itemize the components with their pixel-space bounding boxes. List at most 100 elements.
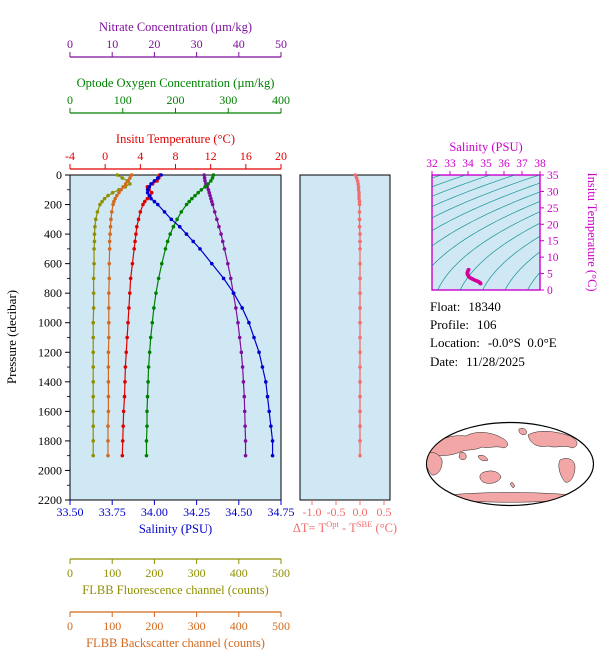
pressure-axis: 0 200 400 600 800 1000 1200 1400 1600 1800 2000 220… [4,168,70,507]
svg-text:Insitu Temperature (°C): Insitu Temperature (°C) [116,132,235,146]
svg-text:20: 20 [148,37,160,51]
svg-text:34.75: 34.75 [268,505,295,519]
svg-text:100: 100 [103,619,121,633]
svg-text:32: 32 [426,158,438,170]
svg-text:400: 400 [44,227,62,241]
svg-text:20: 20 [275,149,287,163]
float-id-line: Float: 18340 [430,298,557,316]
delta-t-title-text: ΔT= T [292,521,327,536]
location-value: -0.0°S 0.0°E [487,335,557,351]
svg-text:34.25: 34.25 [183,505,210,519]
map-antarctica [433,492,587,503]
svg-text:-4: -4 [65,149,75,163]
svg-text:36: 36 [498,158,510,170]
location-line: Location: -0.0°S 0.0°E [430,334,557,352]
svg-text:0: 0 [67,37,73,51]
svg-text:35: 35 [547,170,559,182]
svg-text:12: 12 [205,149,217,163]
map-north-america [527,431,578,449]
svg-text:4: 4 [137,149,143,163]
profile-number-label: Profile: [430,317,469,333]
svg-text:2200: 2200 [38,493,62,507]
svg-text:34.50: 34.50 [225,505,252,519]
svg-text:35: 35 [480,158,492,170]
map-africa [427,452,443,476]
svg-text:Insitu Temperature (°C): Insitu Temperature (°C) [585,172,599,291]
svg-text:1200: 1200 [38,345,62,359]
date-label: Date: [430,353,459,369]
svg-text:34.00: 34.00 [141,505,168,519]
svg-text:40: 40 [233,37,245,51]
ts-profile-data [465,267,483,286]
svg-text:1000: 1000 [38,316,62,330]
svg-text:-1.0: -1.0 [303,505,322,519]
float-info-block: Float: 18340 Profile: 106 Location: -0.0°S … [430,298,557,371]
svg-text:Nitrate Concentration (µm/kg): Nitrate Concentration (µm/kg) [99,20,252,34]
svg-text:800: 800 [44,286,62,300]
svg-text:15: 15 [547,236,559,248]
svg-text:Salinity (PSU): Salinity (PSU) [139,522,212,536]
svg-text:400: 400 [230,619,248,633]
ts-isopycnal-contours [432,175,540,290]
svg-text:400: 400 [230,566,248,580]
world-map [425,421,595,507]
svg-text:0: 0 [102,149,108,163]
map-new-zealand [509,481,516,489]
svg-text:200: 200 [145,619,163,633]
map-landmasses [427,428,587,503]
svg-text:10: 10 [547,252,559,264]
ts-diagram: 32 33 34 35 36 37 38 Salinity (PSU) 0 5 10 15 20 25 30… [426,140,599,297]
svg-text:500: 500 [272,619,290,633]
svg-text:5: 5 [547,269,553,281]
backscatter-axis: 0 100 200 300 400 500 FLBB Backscatter channel… [67,611,290,650]
map-southeast-asia [477,454,489,462]
svg-text:200: 200 [167,93,185,107]
svg-text:0: 0 [547,285,553,297]
svg-text:1800: 1800 [38,434,62,448]
svg-text:20: 20 [547,219,559,231]
svg-text:400: 400 [272,93,290,107]
svg-text:30: 30 [191,37,203,51]
svg-text:-0.5: -0.5 [327,505,346,519]
svg-text:300: 300 [188,619,206,633]
oxygen-axis: 0 100 200 300 400 Optode Oxygen Concentration… [67,76,290,114]
svg-text:100: 100 [103,566,121,580]
delta-t-title-text: - T [338,521,357,536]
map-greenland [518,428,527,435]
profile-curves [91,173,275,458]
map-south-america [558,458,576,483]
svg-text:0: 0 [56,168,62,182]
svg-text:16: 16 [240,149,252,163]
svg-text:0: 0 [67,93,73,107]
plot-backgrounds [69,174,391,501]
svg-text:0: 0 [67,619,73,633]
date-value: 11/28/2025 [466,353,525,369]
delta-t-title-sup-opt: Opt [326,519,339,529]
date-line: Date: 11/28/2025 [430,353,557,371]
svg-text:600: 600 [44,257,62,271]
location-label: Location: [430,335,480,351]
profile-number-line: Profile: 106 [430,316,557,334]
svg-text:33: 33 [444,158,456,170]
svg-text:Salinity (PSU): Salinity (PSU) [449,140,522,154]
svg-text:0: 0 [67,566,73,580]
salinity-axis: 33.50 33.75 34.00 34.25 34.50 34.75 Salinity (… [57,500,295,536]
svg-text:10: 10 [106,37,118,51]
svg-text:200: 200 [145,566,163,580]
fluorescence-axis: 0 100 200 300 400 500 FLBB Fluorescence channe… [67,558,290,597]
svg-text:FLBB Backscatter channel (coun: FLBB Backscatter channel (counts) [86,636,265,650]
svg-text:300: 300 [219,93,237,107]
profile-number-value: 106 [477,317,497,333]
svg-text:1600: 1600 [38,404,62,418]
svg-text:38: 38 [534,158,546,170]
svg-text:200: 200 [44,198,62,212]
svg-text:0.5: 0.5 [377,505,392,519]
svg-text:500: 500 [272,566,290,580]
svg-text:33.50: 33.50 [57,505,84,519]
svg-text:33.75: 33.75 [99,505,126,519]
map-india [458,452,467,461]
svg-text:FLBB Fluorescence channel (cou: FLBB Fluorescence channel (counts) [82,583,268,597]
delta-t-panel: -1.0 -0.5 0.0 0.5 [303,173,392,519]
svg-text:0.0: 0.0 [353,505,368,519]
